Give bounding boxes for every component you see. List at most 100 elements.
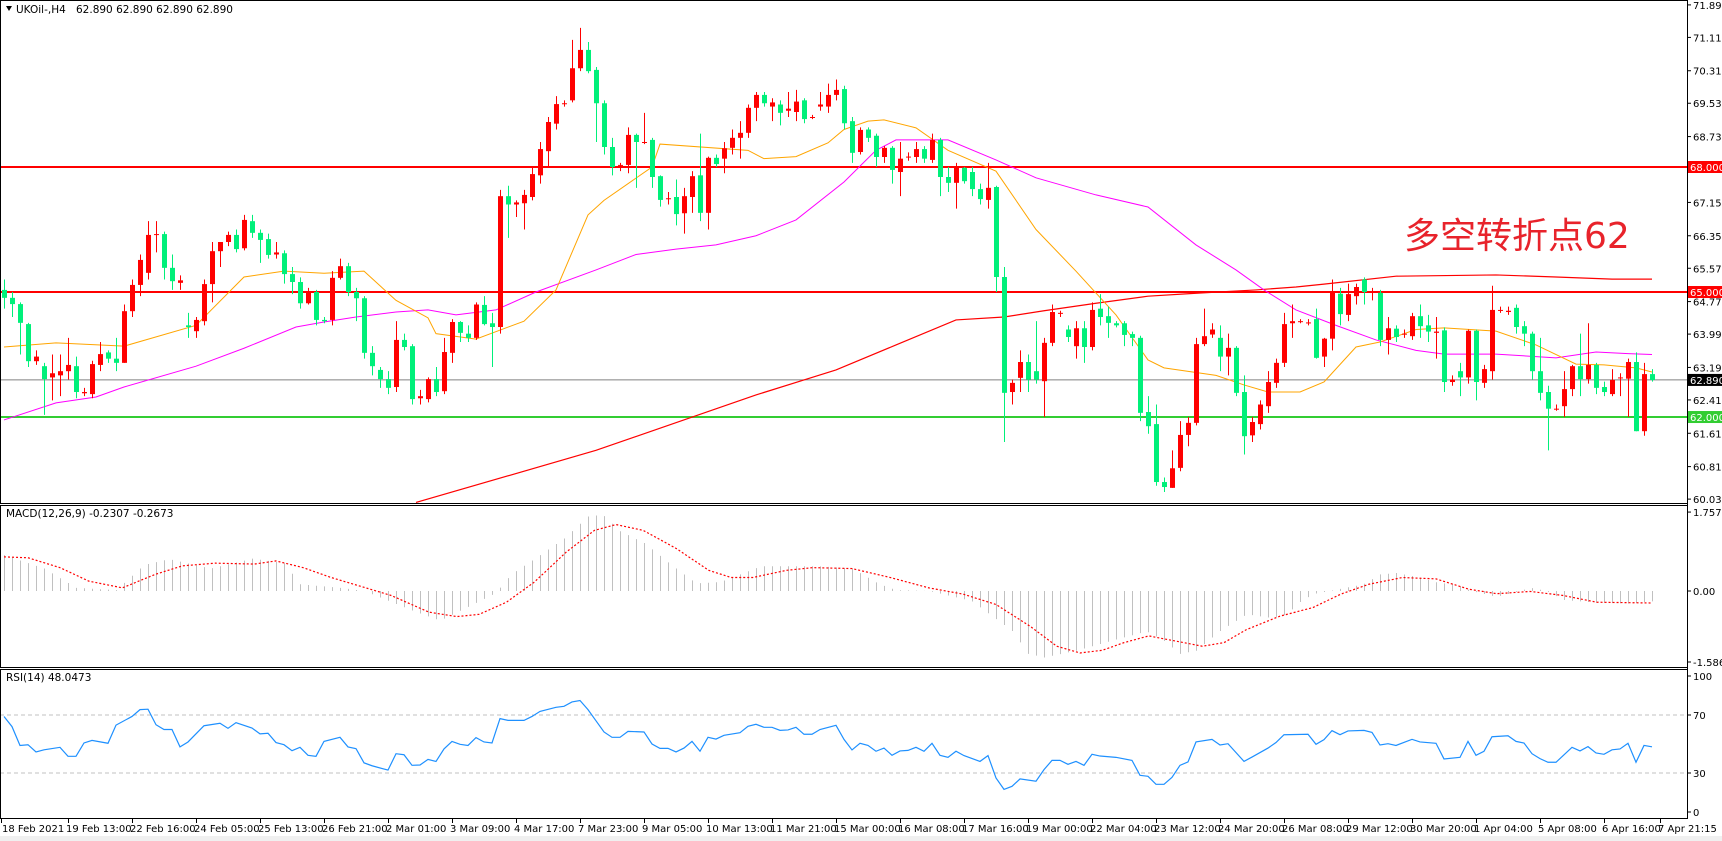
candle-body [1154,424,1159,483]
candle [1202,308,1207,347]
time-axis-label: 22 Mar 04:00 [1090,824,1157,835]
candle-body [514,202,519,205]
candle [1346,283,1351,322]
candle [114,337,119,372]
candle [154,221,159,253]
candle [794,89,799,122]
candle-body [1298,321,1303,323]
candle [474,302,479,340]
time-axis-label: 15 Mar 00:00 [834,824,901,835]
candle [194,317,199,338]
candle [450,319,455,363]
candle [890,146,895,184]
candle-body [1066,329,1071,338]
candle-body [850,121,855,153]
time-axis-label: 19 Feb 13:00 [66,824,132,835]
candle-body [1306,322,1311,324]
main-price-panel[interactable] [0,0,1688,504]
candle-body [1546,392,1551,409]
candle-body [594,69,599,104]
candle [1122,321,1127,347]
triangle-down-icon[interactable] [6,6,12,11]
candle-body [1242,392,1247,437]
candle-body [1394,328,1399,338]
candle [1386,317,1391,355]
candle-body [546,121,551,152]
rsi-panel[interactable] [0,669,1688,819]
candle [1106,306,1111,338]
price-axis-label: 71.110 [1693,33,1722,44]
candle-body [1610,379,1615,395]
candle-body [1626,362,1631,379]
candle-body [154,234,159,236]
candle-body [18,304,23,323]
candle-body [690,176,695,198]
time-axis-label: 4 Mar 17:00 [514,824,574,835]
candle [866,127,871,142]
time-axis-label: 10 Mar 13:00 [706,824,773,835]
candle-body [138,259,143,285]
candle-body [1346,294,1351,315]
candle [682,187,687,234]
annotation-text: 多空转折点62 [1404,216,1630,257]
time-axis-label: 2 Mar 01:00 [386,824,446,835]
candle-body [90,364,95,395]
candle [1050,304,1055,347]
price-tag-bg [1688,286,1722,299]
time-axis-label: 16 Mar 08:00 [898,824,965,835]
candle [586,41,591,74]
candle [1082,321,1087,363]
candle-body [274,252,279,255]
candle-body [874,135,879,157]
candle [138,254,143,297]
candle-body [666,198,671,200]
candle [754,91,759,122]
candle [898,141,903,197]
rsi-line [3,699,1653,791]
candle [442,337,447,395]
candle-body [1586,364,1591,380]
candle-body [538,149,543,176]
candle [1298,319,1303,324]
candle-body [290,274,295,283]
candle [1290,304,1295,338]
candle [1242,375,1247,455]
candle [578,27,583,72]
candle [1162,477,1167,493]
candle [90,360,95,399]
candle [1498,306,1503,313]
price-axis-label: 67.150 [1693,198,1722,209]
candle [1058,310,1063,318]
candle-body [1018,362,1023,378]
candle-body [58,371,63,376]
price-axis-label: 70.310 [1693,67,1722,78]
candle-body [1178,434,1183,468]
candle-body [1594,364,1599,388]
candle [178,275,183,290]
candle-body [242,219,247,249]
time-axis-label: 23 Mar 12:00 [1154,824,1221,835]
candle [1602,381,1607,397]
candle-body [1410,316,1415,337]
candle-body [634,134,639,142]
ma-long-line [415,274,1652,503]
candle [506,185,511,238]
candle-body [1602,387,1607,393]
candle [282,250,287,284]
candle [930,133,935,163]
candle [994,185,999,293]
candle-body [1514,307,1519,328]
candle [610,137,615,176]
candle-body [922,149,927,159]
candle [1466,329,1471,384]
candle [394,321,399,393]
candle-body [522,194,527,204]
candle-body [1170,468,1175,488]
candle [66,337,71,380]
candle-body [578,49,583,69]
ohlc-readout: 62.890 62.890 62.890 62.890 [76,4,233,16]
candle [274,242,279,259]
candle-body [1418,316,1423,327]
candle [346,262,351,297]
